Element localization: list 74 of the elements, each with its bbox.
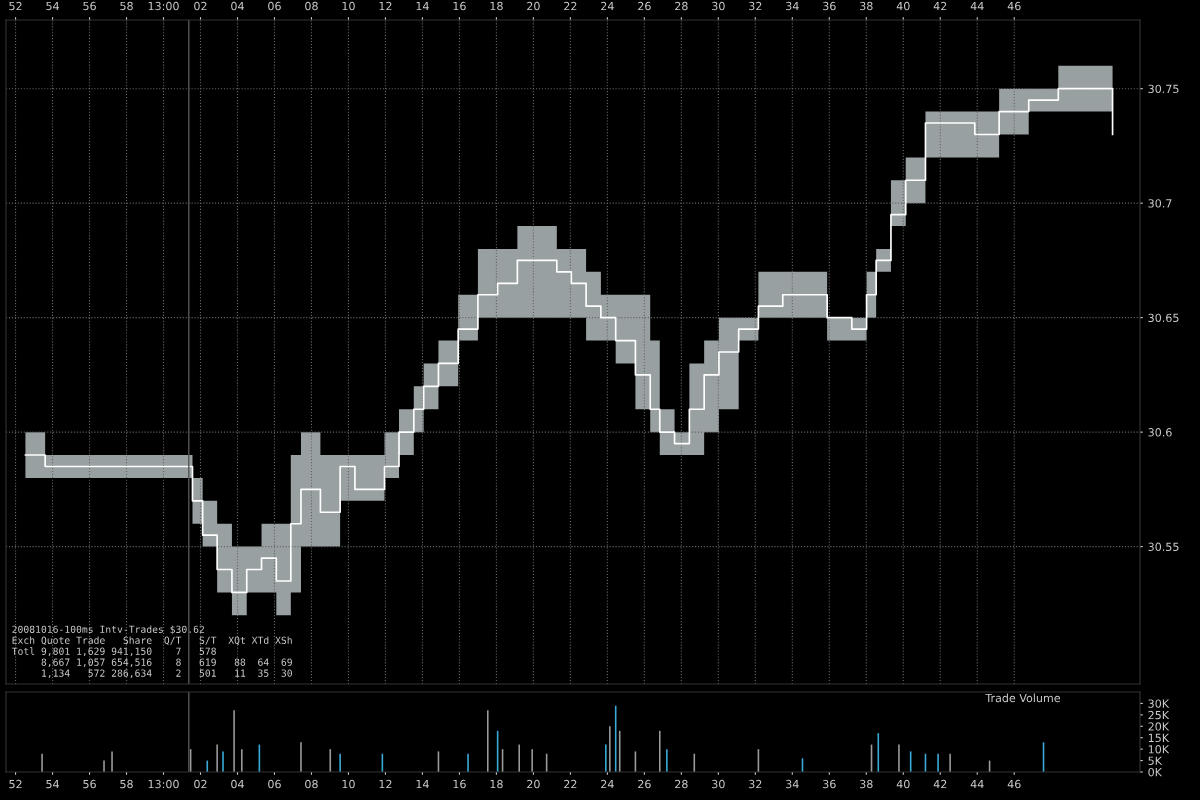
y-tick-label: 30.7 <box>1148 199 1172 208</box>
x-tick-label: 24 <box>601 779 614 789</box>
x-tick-label: 28 <box>675 779 688 789</box>
chart-title: Trade Volume <box>985 693 1061 703</box>
x-tick-label: 22 <box>564 779 577 789</box>
y-tick-label: 30.65 <box>1148 313 1179 323</box>
x-tick-label: 28 <box>675 1 688 11</box>
x-tick-label: 40 <box>896 1 910 11</box>
x-tick-label: 40 <box>896 779 910 789</box>
x-tick-label: 32 <box>749 1 762 11</box>
y-tick-label: 5K <box>1148 756 1163 765</box>
x-tick-label: 36 <box>823 1 836 11</box>
x-tick-label: 12 <box>379 1 392 11</box>
x-tick-label: 36 <box>823 779 836 789</box>
x-tick-label: 30 <box>712 1 725 11</box>
y-tick-label: 30.55 <box>1148 542 1179 551</box>
x-tick-label: 08 <box>305 779 318 789</box>
annotation: Totl 9,801 1,629 941,150 7 578 <box>11 647 216 657</box>
x-tick-label: 56 <box>83 779 96 789</box>
x-tick-label: 04 <box>231 779 244 789</box>
x-tick-label: 18 <box>490 1 503 11</box>
y-tick-label: 20K <box>1148 722 1170 731</box>
x-tick-label: 42 <box>933 1 947 11</box>
x-tick-label: 58 <box>120 779 133 789</box>
x-tick-label: 54 <box>46 1 59 11</box>
x-tick-label: 02 <box>194 779 207 789</box>
x-tick-label: 20 <box>527 779 540 789</box>
x-tick-label: 56 <box>83 1 96 11</box>
x-tick-label: 26 <box>638 1 651 11</box>
x-tick-label: 30 <box>712 779 725 789</box>
x-tick-label: 34 <box>786 779 799 789</box>
x-tick-label: 32 <box>749 779 762 789</box>
x-tick-label: 44 <box>970 1 984 11</box>
x-tick-label: 06 <box>268 779 281 789</box>
x-tick-label: 14 <box>416 1 429 11</box>
x-tick-label: 24 <box>601 1 614 11</box>
x-tick-label: 10 <box>342 1 355 11</box>
annotation: 1,134 572 286,634 2 501 11 35 30 <box>42 669 292 679</box>
x-tick-label: 02 <box>194 1 207 11</box>
x-tick-label: 52 <box>9 1 22 11</box>
y-tick-label: 0K <box>1148 767 1163 777</box>
x-tick-label: 26 <box>638 779 651 789</box>
y-tick-label: 10K <box>1148 745 1170 754</box>
y-tick-label: 30.75 <box>1148 84 1179 94</box>
x-tick-label: 20 <box>527 1 540 11</box>
annotation: 8,667 1,057 654,516 8 619 88 64 69 <box>41 658 292 668</box>
x-tick-label: 16 <box>453 1 466 11</box>
x-tick-label: 10 <box>342 779 355 789</box>
x-tick-label: 16 <box>453 779 466 789</box>
x-tick-label: 58 <box>120 1 133 11</box>
x-tick-label: 38 <box>860 779 873 789</box>
y-tick-label: 30K <box>1148 699 1170 708</box>
x-tick-label: 46 <box>1007 1 1021 11</box>
y-tick-label: 25K <box>1148 710 1170 720</box>
x-tick-label: 22 <box>564 1 577 11</box>
x-tick-label: 46 <box>1007 779 1021 789</box>
x-tick-label: 38 <box>860 1 873 11</box>
y-tick-label: 30.6 <box>1148 428 1172 437</box>
x-tick-label: 44 <box>970 779 984 789</box>
annotation: Exch Quote Trade Share Q/T S/T XQt XTd XSh <box>12 636 292 646</box>
x-tick-label: 08 <box>305 1 318 11</box>
x-tick-label: 13:00 <box>148 1 179 11</box>
x-tick-label: 34 <box>786 1 799 11</box>
x-tick-label: 52 <box>9 779 22 789</box>
x-tick-label: 06 <box>268 1 281 11</box>
y-tick-label: 15K <box>1148 733 1170 743</box>
annotation: 20081016-100ms Intv-Trades $30.62 <box>12 625 204 635</box>
x-tick-label: 18 <box>490 779 503 789</box>
x-tick-label: 14 <box>416 779 429 789</box>
x-tick-label: 04 <box>231 1 244 11</box>
x-tick-label: 42 <box>933 779 947 789</box>
x-tick-label: 13:00 <box>148 779 179 789</box>
x-tick-label: 54 <box>46 779 59 789</box>
x-tick-label: 12 <box>379 779 392 789</box>
